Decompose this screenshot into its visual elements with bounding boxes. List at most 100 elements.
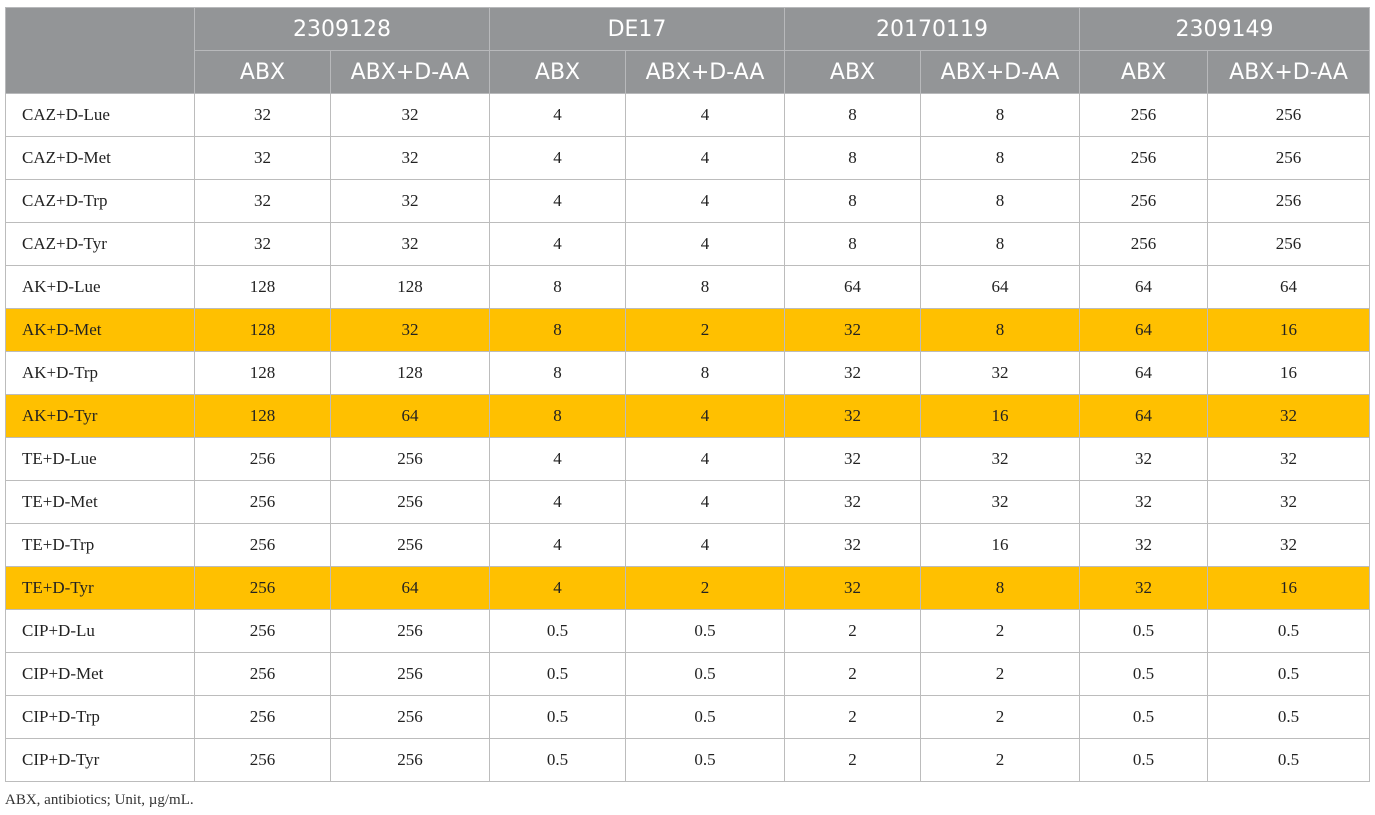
value-cell: 64 [1079,351,1209,395]
value-cell: 0.5 [625,695,786,739]
subheader-abx: ABX [784,50,922,94]
value-cell: 256 [1207,93,1371,137]
table-row: CAZ+D-Met 32 32 4 4 8 8 256 256 [5,136,1371,180]
value-cell: 0.5 [1207,738,1371,782]
value-cell: 0.5 [625,652,786,696]
table-row: AK+D-Trp 128 128 8 8 32 32 64 16 [5,351,1371,395]
table-row: CIP+D-Tyr 256 256 0.5 0.5 2 2 0.5 0.5 [5,738,1371,782]
value-cell: 256 [329,480,491,524]
table-footnote: ABX, antibiotics; Unit, µg/mL. [5,792,194,808]
value-cell: 8 [920,308,1081,352]
value-cell: 8 [784,222,922,266]
value-cell: 2 [920,652,1081,696]
table-row: CIP+D-Lu 256 256 0.5 0.5 2 2 0.5 0.5 [5,609,1371,653]
value-cell: 16 [920,523,1081,567]
value-cell: 2 [920,695,1081,739]
value-cell: 2 [784,652,922,696]
value-cell: 64 [1079,394,1209,438]
value-cell: 4 [625,179,786,223]
row-label: CAZ+D-Trp [5,179,195,223]
row-label: CIP+D-Met [5,652,195,696]
value-cell: 64 [1207,265,1371,309]
value-cell: 32 [329,308,491,352]
value-cell: 32 [920,480,1081,524]
value-cell: 4 [625,222,786,266]
value-cell: 16 [920,394,1081,438]
table-row: TE+D-Tyr 256 64 4 2 32 8 32 16 [5,566,1371,610]
value-cell: 8 [920,93,1081,137]
row-label: AK+D-Lue [5,265,195,309]
value-cell: 256 [1079,136,1209,180]
value-cell: 256 [194,523,331,567]
value-cell: 128 [194,308,331,352]
value-cell: 64 [329,394,491,438]
value-cell: 16 [1207,351,1371,395]
value-cell: 8 [784,136,922,180]
value-cell: 0.5 [489,738,627,782]
value-cell: 8 [920,136,1081,180]
value-cell: 64 [920,265,1081,309]
value-cell: 256 [329,738,491,782]
value-cell: 32 [194,179,331,223]
table-header: 2309128 DE17 20170119 2309149 ABX ABX+D-… [5,7,1371,94]
value-cell: 0.5 [625,738,786,782]
value-cell: 8 [920,222,1081,266]
value-cell: 32 [329,179,491,223]
value-cell: 32 [784,480,922,524]
table-row: CAZ+D-Lue 32 32 4 4 8 8 256 256 [5,93,1371,137]
value-cell: 4 [489,222,627,266]
value-cell: 32 [784,437,922,481]
value-cell: 32 [1079,523,1209,567]
value-cell: 8 [784,179,922,223]
value-cell: 8 [920,566,1081,610]
value-cell: 2 [920,738,1081,782]
subheader-abx: ABX [194,50,331,94]
value-cell: 256 [329,652,491,696]
value-cell: 8 [489,308,627,352]
value-cell: 256 [194,652,331,696]
value-cell: 8 [489,351,627,395]
value-cell: 4 [489,93,627,137]
value-cell: 8 [625,265,786,309]
value-cell: 4 [625,394,786,438]
value-cell: 128 [194,394,331,438]
value-cell: 32 [920,437,1081,481]
value-cell: 32 [329,222,491,266]
value-cell: 256 [194,609,331,653]
value-cell: 0.5 [489,695,627,739]
value-cell: 0.5 [1207,652,1371,696]
row-label: TE+D-Lue [5,437,195,481]
value-cell: 256 [1207,179,1371,223]
row-label: TE+D-Met [5,480,195,524]
value-cell: 2 [784,738,922,782]
strain-header: 20170119 [784,7,1081,51]
value-cell: 8 [625,351,786,395]
subheader-abx-daa: ABX+D-AA [1207,50,1371,94]
subheader-row: ABX ABX+D-AA ABX ABX+D-AA ABX ABX+D-AA A… [6,50,1371,94]
value-cell: 2 [784,695,922,739]
value-cell: 256 [1207,222,1371,266]
value-cell: 0.5 [1079,695,1209,739]
value-cell: 0.5 [1079,652,1209,696]
value-cell: 32 [784,394,922,438]
value-cell: 4 [625,93,786,137]
value-cell: 256 [1079,179,1209,223]
value-cell: 256 [194,437,331,481]
table-row: AK+D-Met 128 32 8 2 32 8 64 16 [5,308,1371,352]
value-cell: 4 [489,480,627,524]
value-cell: 32 [784,523,922,567]
value-cell: 8 [489,265,627,309]
strain-header-row: 2309128 DE17 20170119 2309149 [5,7,1371,94]
value-cell: 8 [489,394,627,438]
row-label: CAZ+D-Met [5,136,195,180]
table-row: CAZ+D-Trp 32 32 4 4 8 8 256 256 [5,179,1371,223]
value-cell: 8 [920,179,1081,223]
corner-cell [5,7,195,94]
table-body: CAZ+D-Lue 32 32 4 4 8 8 256 256 CAZ+D-Met 32 32 4 4 8 8… [5,93,1371,782]
value-cell: 2 [625,308,786,352]
row-label: AK+D-Tyr [5,394,195,438]
value-cell: 4 [625,480,786,524]
value-cell: 128 [194,351,331,395]
value-cell: 32 [1207,480,1371,524]
value-cell: 32 [194,93,331,137]
